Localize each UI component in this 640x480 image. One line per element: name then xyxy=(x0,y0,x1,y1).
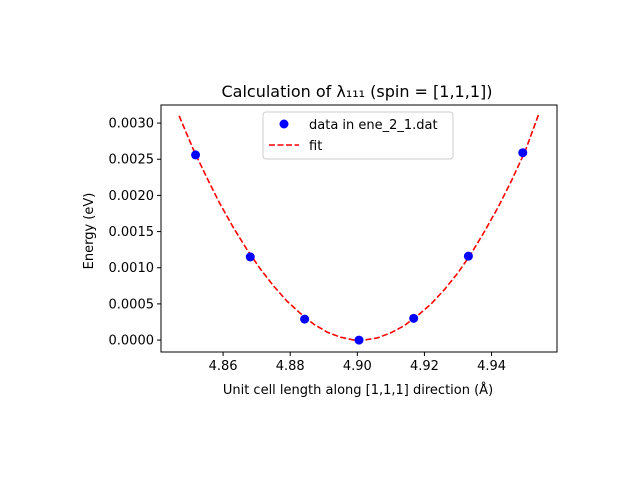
data-point xyxy=(300,314,310,324)
data-point xyxy=(191,150,201,160)
axes-frame xyxy=(160,104,558,353)
legend-label-data: data in ene_2_1.dat xyxy=(309,118,438,133)
y-tick-label: 0.0015 xyxy=(109,225,155,240)
legend-marker-data xyxy=(279,119,289,129)
chart-title: Calculation of λ₁₁₁ (spin = [1,1,1]) xyxy=(222,82,493,101)
data-point xyxy=(354,335,364,345)
y-tick-label: 0.0030 xyxy=(109,117,155,132)
legend: data in ene_2_1.dat fit xyxy=(262,111,454,160)
x-axis-label: Unit cell length along [1,1,1] direction… xyxy=(223,382,493,398)
y-tick-label: 0.0010 xyxy=(109,261,155,276)
x-axis-ticks: 4.86 4.88 4.90 4.92 4.94 xyxy=(209,352,506,374)
y-tick-label: 0.0025 xyxy=(109,153,155,168)
data-point xyxy=(245,252,255,262)
legend-label-fit: fit xyxy=(309,139,322,154)
x-tick-label: 4.86 xyxy=(209,359,238,374)
x-tick-label: 4.88 xyxy=(276,359,305,374)
y-tick-label: 0.0000 xyxy=(109,334,155,349)
data-point xyxy=(463,251,473,261)
data-series xyxy=(191,148,528,345)
y-tick-label: 0.0020 xyxy=(109,189,155,204)
y-axis-label: Energy (eV) xyxy=(82,193,97,270)
x-tick-label: 4.92 xyxy=(410,359,439,374)
data-point xyxy=(518,148,528,158)
y-tick-label: 0.0005 xyxy=(109,297,155,312)
data-point xyxy=(409,313,419,323)
x-tick-label: 4.94 xyxy=(477,359,506,374)
legend-box xyxy=(262,111,454,160)
x-tick-label: 4.90 xyxy=(343,359,372,374)
y-axis-ticks: 0.0000 0.0005 0.0010 0.0015 0.0020 0.0025 0.00… xyxy=(109,117,161,349)
